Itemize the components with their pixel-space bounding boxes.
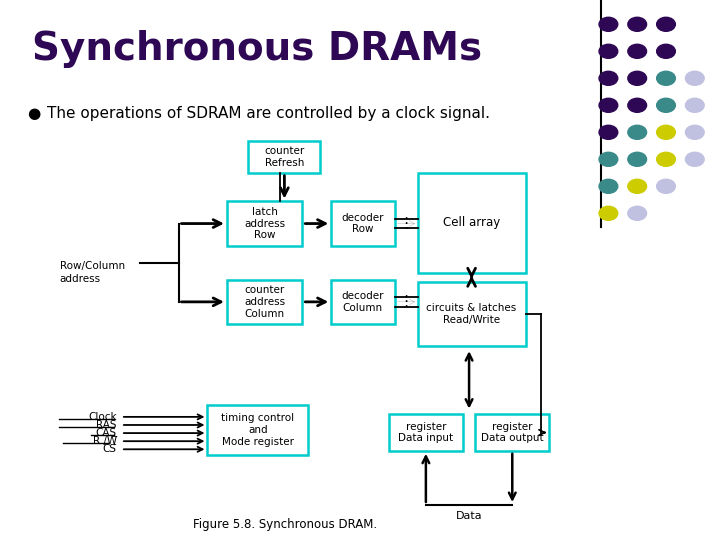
Text: Data input: Data input <box>398 434 454 443</box>
Text: latch: latch <box>252 207 277 217</box>
Text: decoder: decoder <box>341 291 384 301</box>
Circle shape <box>657 152 675 166</box>
FancyBboxPatch shape <box>389 414 463 451</box>
Circle shape <box>657 179 675 193</box>
Text: register: register <box>492 422 533 431</box>
Text: Clock: Clock <box>88 412 117 422</box>
Circle shape <box>599 179 618 193</box>
Circle shape <box>657 98 675 112</box>
Text: Read/Write: Read/Write <box>443 315 500 325</box>
Circle shape <box>628 125 647 139</box>
Text: RAS: RAS <box>96 420 117 430</box>
Text: Synchronous DRAMs: Synchronous DRAMs <box>32 30 482 68</box>
Circle shape <box>685 125 704 139</box>
Text: Mode register: Mode register <box>222 437 294 447</box>
Circle shape <box>657 44 675 58</box>
Circle shape <box>628 71 647 85</box>
Text: timing control: timing control <box>221 413 294 423</box>
Circle shape <box>628 98 647 112</box>
Text: decoder: decoder <box>341 213 384 222</box>
Text: Column: Column <box>343 303 383 313</box>
FancyBboxPatch shape <box>227 280 302 324</box>
Text: ⋮: ⋮ <box>398 216 414 231</box>
Text: address: address <box>244 219 285 228</box>
Circle shape <box>628 206 647 220</box>
Circle shape <box>599 152 618 166</box>
Text: Figure 5.8. Synchronous DRAM.: Figure 5.8. Synchronous DRAM. <box>193 518 377 531</box>
Text: address: address <box>244 297 285 307</box>
Circle shape <box>599 98 618 112</box>
Text: Data: Data <box>456 511 482 521</box>
Circle shape <box>685 71 704 85</box>
Text: Row/Column
address: Row/Column address <box>60 261 125 284</box>
Circle shape <box>599 125 618 139</box>
FancyBboxPatch shape <box>227 201 302 246</box>
Circle shape <box>657 17 675 31</box>
Circle shape <box>599 17 618 31</box>
Text: counter: counter <box>245 285 284 295</box>
Circle shape <box>628 17 647 31</box>
FancyBboxPatch shape <box>331 280 395 324</box>
Text: R /W̅: R /W̅ <box>92 436 117 446</box>
Text: circuits & latches: circuits & latches <box>426 303 517 313</box>
Text: and: and <box>248 425 268 435</box>
Circle shape <box>657 71 675 85</box>
Text: register: register <box>405 422 446 431</box>
Circle shape <box>685 98 704 112</box>
FancyBboxPatch shape <box>418 173 526 273</box>
Circle shape <box>685 152 704 166</box>
Text: Row: Row <box>254 231 275 240</box>
Circle shape <box>628 44 647 58</box>
Circle shape <box>628 179 647 193</box>
FancyBboxPatch shape <box>475 414 549 451</box>
Text: Row: Row <box>352 225 374 234</box>
FancyBboxPatch shape <box>207 405 308 455</box>
Text: ●: ● <box>27 106 40 121</box>
Text: Column: Column <box>245 309 284 319</box>
Text: CAS: CAS <box>96 428 117 438</box>
Circle shape <box>657 125 675 139</box>
Text: C̅S̅: C̅S̅ <box>103 444 117 454</box>
Text: counter: counter <box>264 146 305 156</box>
FancyBboxPatch shape <box>331 201 395 246</box>
Text: Cell array: Cell array <box>443 216 500 229</box>
FancyBboxPatch shape <box>248 141 320 173</box>
Circle shape <box>599 206 618 220</box>
Text: ⋮: ⋮ <box>398 294 414 309</box>
Text: Refresh: Refresh <box>265 158 304 168</box>
Text: Data output: Data output <box>481 434 544 443</box>
FancyBboxPatch shape <box>418 282 526 346</box>
Text: The operations of SDRAM are controlled by a clock signal.: The operations of SDRAM are controlled b… <box>47 106 490 121</box>
Circle shape <box>599 44 618 58</box>
Circle shape <box>628 152 647 166</box>
Circle shape <box>599 71 618 85</box>
